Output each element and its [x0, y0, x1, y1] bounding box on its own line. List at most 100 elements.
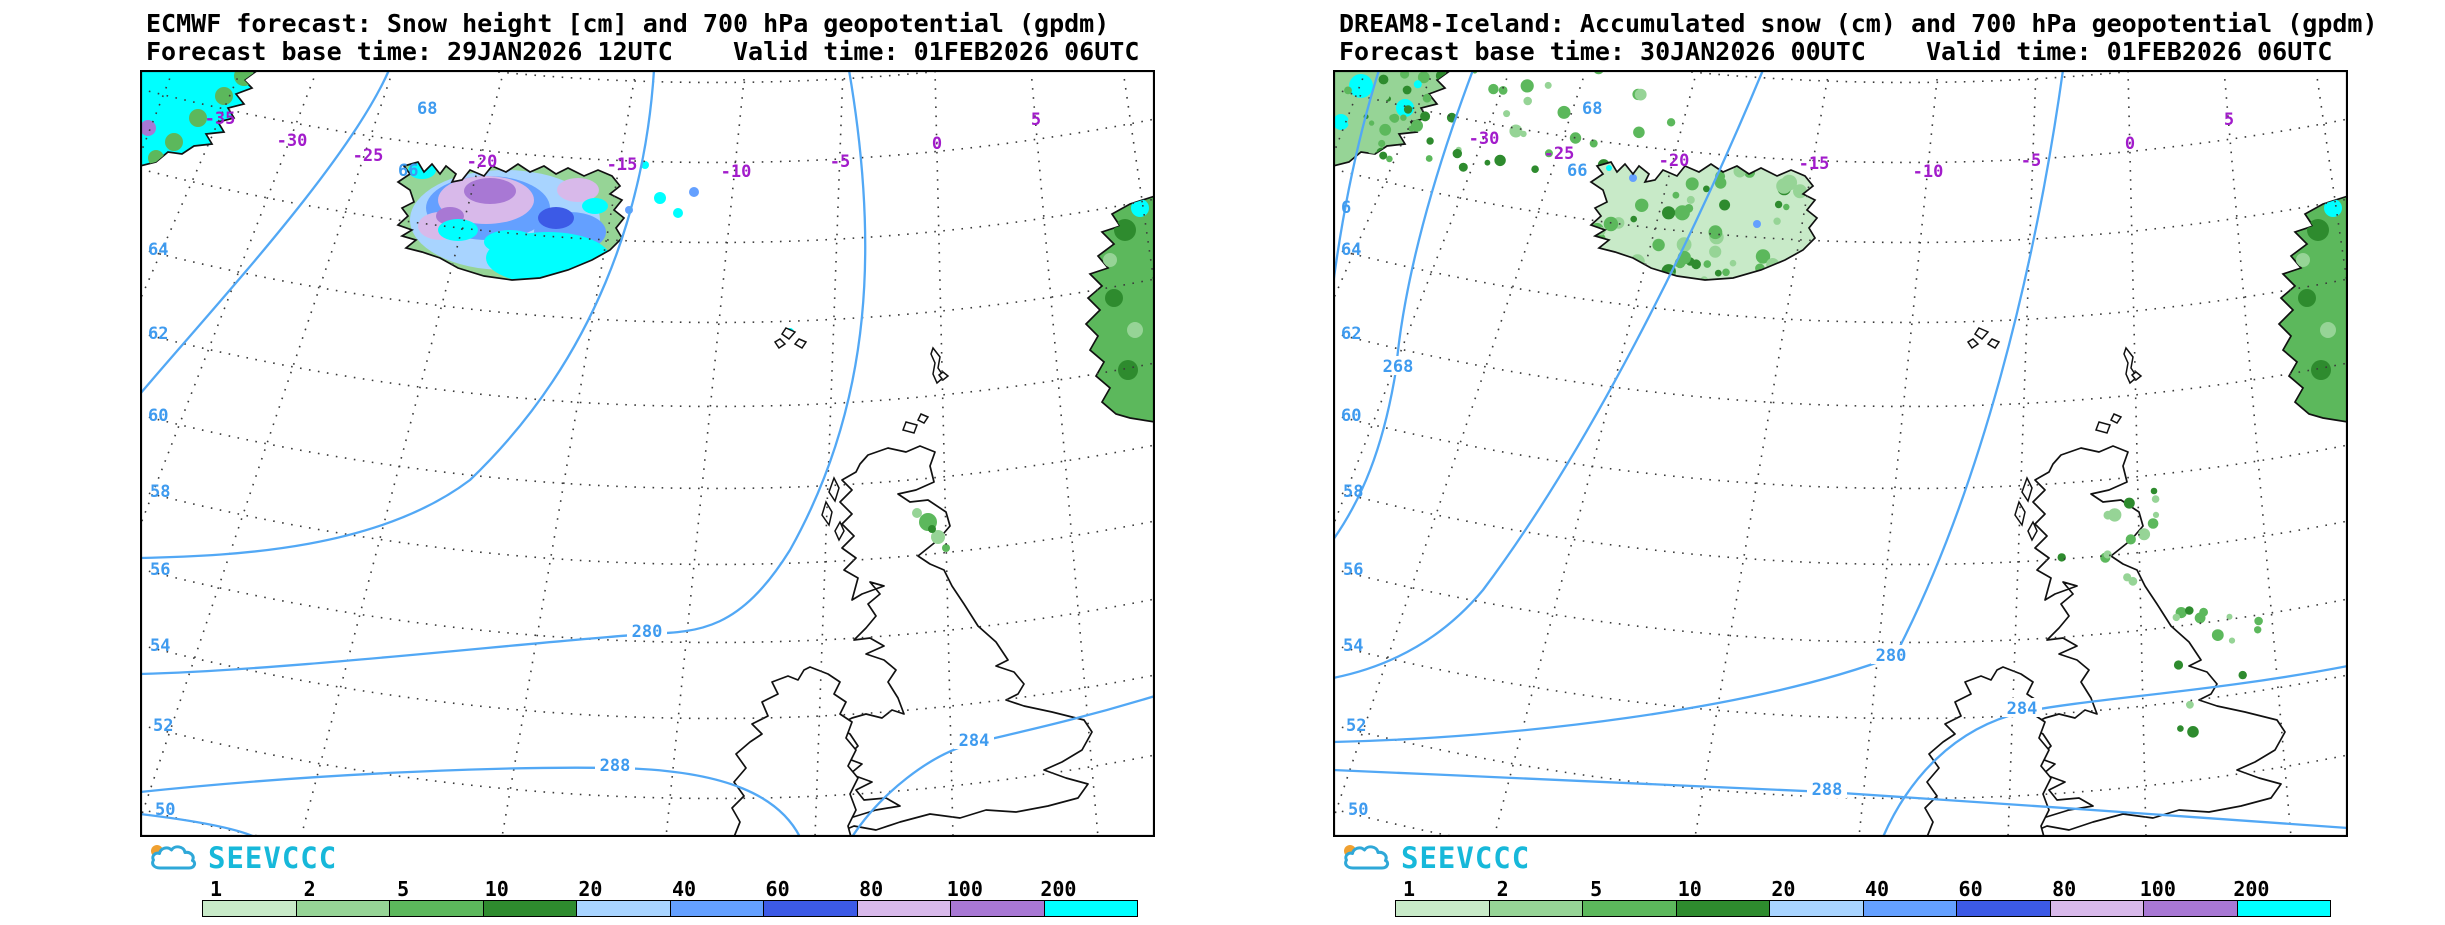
snow-dot	[1544, 81, 1552, 89]
island-coast	[902, 421, 918, 434]
snow-dot	[215, 87, 233, 105]
snow-dot	[2254, 626, 2262, 634]
legend-value-label: 60	[765, 877, 790, 901]
snow-dot	[2177, 725, 2184, 732]
snow-scale-legend: 1 2 5 10 20 40 60 80 100 200	[1395, 877, 2331, 917]
legend-value-label: 2	[1496, 877, 1509, 901]
snow-dot	[1634, 88, 1647, 101]
parallel-line	[1333, 88, 2348, 164]
snow-dot	[1691, 259, 1701, 270]
snow-dot	[2103, 550, 2112, 559]
latitude-label: 54	[1343, 636, 1363, 656]
meridian-line	[665, 70, 746, 837]
snow-dot	[2103, 510, 2113, 520]
island-coast	[1973, 327, 1990, 341]
snow-area	[582, 198, 608, 214]
legend-color-cell	[203, 901, 297, 916]
legend-value-label: 5	[1590, 877, 1603, 901]
snow-dot	[1118, 360, 1138, 380]
legend-value-label: 5	[397, 877, 410, 901]
norway-snow	[1103, 199, 1149, 380]
seevccc-cloud-icon	[151, 845, 197, 870]
panel-subtitle: Forecast base time: 29JAN2026 12UTC Vali…	[146, 37, 1140, 66]
snow-dot	[942, 544, 950, 552]
forecast-panel-ecmwf: ECMWF forecast: Snow height [cm] and 700…	[140, 10, 1240, 917]
snow-dot	[2199, 607, 2208, 617]
snow-dot	[1333, 114, 1349, 130]
snow-speckle-field	[2172, 606, 2247, 738]
contour-label-gap	[1807, 779, 1847, 798]
snow-speckle-field	[2199, 607, 2263, 644]
island-coast	[916, 413, 930, 424]
parallel-line	[140, 332, 1155, 408]
snow-dot	[1557, 105, 1571, 119]
snow-dot	[1420, 111, 1431, 122]
snow-dot	[2057, 553, 2066, 562]
legend-value-label: 60	[1958, 877, 1983, 901]
meridian-line	[140, 70, 242, 301]
snow-dot	[2226, 613, 2233, 620]
meridian-line	[1333, 70, 1367, 156]
parallel-line	[140, 568, 1155, 644]
meridian-line	[2223, 70, 2292, 837]
map-border	[140, 70, 1155, 837]
legend-value-label: 80	[2052, 877, 2077, 901]
latitude-label: 52	[1346, 716, 1366, 736]
legend-value-label: 200	[1040, 877, 1077, 901]
island-coast	[2021, 476, 2033, 503]
snow-dot	[2128, 576, 2138, 586]
legend-color-cell	[1396, 901, 1490, 916]
snow-dot	[1674, 205, 1690, 221]
island-coast	[773, 338, 787, 350]
longitude-label: -25	[353, 146, 384, 166]
contour-label-gap	[2002, 698, 2042, 717]
legend-color-cell	[2144, 901, 2238, 916]
longitude-label: 5	[2224, 110, 2234, 130]
snow-dot	[1773, 217, 1781, 225]
seevccc-logo-text: SEEVCCC	[208, 841, 338, 875]
legend-color-cell	[2237, 901, 2330, 916]
snow-dot	[1709, 245, 1722, 258]
latitude-label: 68	[417, 99, 437, 119]
snow-dot	[1666, 118, 1676, 127]
geopotential-contour	[1333, 70, 1765, 680]
snow-dot	[1458, 162, 1468, 172]
longitude-label: -30	[1469, 129, 1500, 149]
snow-dot	[1413, 80, 1422, 89]
legend-color-cell	[951, 901, 1045, 916]
snow-dot	[1544, 149, 1553, 158]
snow-dot	[2324, 199, 2342, 217]
snow-dot	[2296, 253, 2310, 267]
snow-dot	[189, 109, 207, 127]
legend-color-cell	[390, 901, 484, 916]
snow-dot	[1381, 91, 1390, 101]
snow-dot	[2108, 508, 2122, 522]
seevccc-cloud-icon	[1344, 845, 1390, 870]
latitude-label: 52	[153, 716, 173, 736]
snow-dot	[1127, 322, 1143, 338]
snow-area	[438, 219, 478, 241]
contour-label: 280	[632, 622, 663, 642]
parallel-line	[1333, 490, 2348, 566]
snow-dot	[1498, 86, 1508, 95]
legend-value-label: 100	[946, 877, 983, 901]
snow-dot	[2123, 497, 2135, 509]
snow-dot	[1378, 139, 1386, 148]
snow-dot	[2150, 487, 2158, 495]
seevccc-logo-text: SEEVCCC	[1401, 841, 1531, 875]
legend-value-label: 20	[1771, 877, 1796, 901]
parallel-line	[140, 414, 1155, 490]
latitude-label: 66	[398, 161, 418, 181]
iceland-snow	[402, 162, 610, 280]
island-coast	[1966, 338, 1980, 350]
legend-color-cell	[577, 901, 671, 916]
legend-colorbar	[202, 900, 1138, 917]
snow-dot	[1531, 165, 1539, 173]
snow-dot	[1703, 260, 1712, 268]
snow-dot	[1393, 82, 1406, 95]
snow-dot	[2152, 511, 2160, 518]
snow-dot	[1114, 219, 1136, 241]
snow-dot	[1103, 253, 1117, 267]
snow-dot	[2172, 613, 2180, 622]
longitude-label: 0	[932, 134, 942, 154]
